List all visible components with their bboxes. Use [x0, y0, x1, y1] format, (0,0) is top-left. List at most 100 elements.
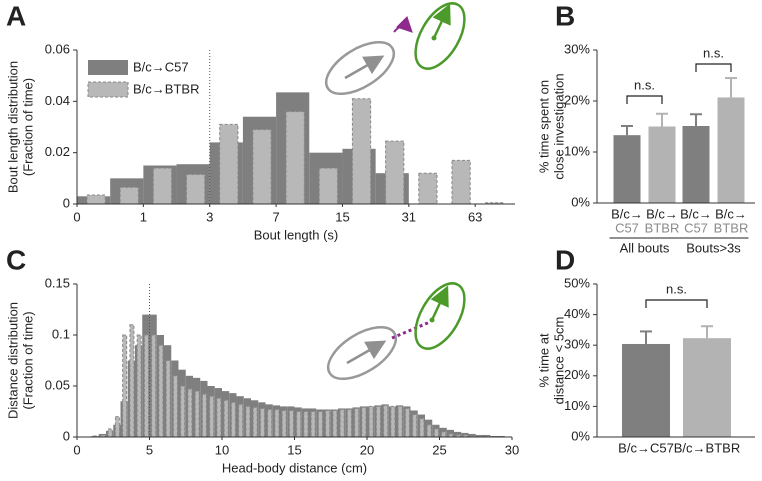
- panel-label: B: [555, 0, 575, 31]
- significance-bracket: [626, 95, 663, 104]
- legend-label: B/c→C57: [133, 59, 189, 74]
- histogram-bar: [285, 111, 305, 205]
- histogram-bar: [368, 405, 374, 438]
- histogram-bar: [455, 434, 461, 438]
- histogram-bar: [325, 409, 331, 438]
- x-tick-label: B/c→: [715, 206, 747, 221]
- y-tick-label: 0.04: [45, 93, 70, 108]
- y-tick-label: 20%: [564, 367, 590, 382]
- histogram-bar: [385, 140, 405, 205]
- x-tick-label: 3: [206, 209, 213, 224]
- histogram-bar: [462, 434, 468, 438]
- y-tick-label: 50%: [564, 275, 590, 290]
- legend-swatch: [88, 60, 128, 75]
- histogram-bar: [252, 129, 272, 205]
- histogram-bar: [433, 428, 439, 438]
- histogram-bar: [119, 186, 139, 205]
- x-tick-label: 1: [140, 209, 147, 224]
- histogram-bar: [339, 408, 345, 438]
- histogram-bar: [454, 431, 462, 437]
- histogram-bar: [397, 405, 403, 438]
- bar: [613, 135, 641, 203]
- y-tick-label: 10%: [564, 398, 590, 413]
- bar: [682, 125, 710, 203]
- histogram-bar: [152, 167, 173, 205]
- x-tick-label: 0: [73, 209, 80, 224]
- histogram-bar: [375, 405, 381, 438]
- x-tick-label: B/c→C57: [618, 440, 674, 455]
- x-tick-label: 20: [360, 442, 374, 457]
- histogram-bar: [165, 360, 171, 438]
- mouse-diagram-a: [324, 2, 466, 96]
- histogram-bar: [136, 334, 142, 438]
- y-tick-label: 0.02: [45, 144, 70, 159]
- x-tick-label: BTBR: [714, 220, 749, 235]
- histogram-bar: [412, 414, 418, 438]
- histogram-bar: [303, 411, 309, 438]
- histogram-bar: [468, 433, 476, 437]
- histogram-bar: [219, 123, 239, 205]
- histogram-bar: [172, 375, 178, 438]
- histogram-bar: [100, 434, 106, 438]
- x-tick-label: B/c→: [680, 206, 712, 221]
- y-tick-label: 30%: [564, 41, 590, 56]
- histogram-bar: [441, 431, 447, 438]
- y-tick-label: 0: [63, 428, 70, 443]
- significance-bracket: [695, 63, 732, 72]
- histogram-bar: [404, 407, 410, 438]
- histogram-bar: [129, 324, 135, 438]
- bar: [622, 343, 670, 437]
- histogram-bar: [223, 399, 229, 438]
- histogram-bar: [346, 408, 352, 438]
- panel-label: C: [6, 244, 26, 275]
- significance-label: n.s.: [666, 281, 687, 296]
- legend-swatch: [87, 81, 129, 98]
- histogram-bar: [383, 404, 389, 438]
- histogram-bar: [107, 428, 113, 438]
- x-tick-label: 63: [468, 209, 482, 224]
- histogram-bar: [274, 408, 280, 438]
- histogram-bar: [390, 405, 396, 438]
- histogram-bar: [332, 409, 338, 438]
- significance-label: n.s.: [634, 77, 655, 92]
- histogram-bar: [180, 385, 186, 438]
- x-tick-label: B/c→: [646, 206, 678, 221]
- histogram-bar: [201, 393, 207, 438]
- y-axis-label: close investigation: [551, 73, 566, 179]
- y-axis-label: Bout length distribution: [5, 61, 20, 193]
- y-axis-label: % time at: [536, 333, 551, 388]
- y-axis-label: Distance distribution: [5, 302, 20, 419]
- histogram-bar: [426, 424, 432, 438]
- y-axis-label: (Fraction of time): [20, 78, 35, 176]
- histogram-bar: [194, 390, 200, 438]
- x-tick-label: B/c→BTBR: [674, 440, 740, 455]
- y-axis-label: distance < 5cm: [551, 317, 566, 405]
- histogram-bar: [216, 397, 222, 438]
- significance-bracket: [645, 299, 708, 308]
- x-axis-label: Bout length (s): [254, 227, 339, 242]
- mouse-diagram-c: [326, 282, 466, 381]
- histogram-bar: [114, 416, 120, 438]
- histogram-bar: [354, 407, 360, 438]
- histogram-bar: [245, 405, 251, 438]
- y-tick-label: 40%: [564, 306, 590, 321]
- x-tick-label: 5: [146, 442, 153, 457]
- histogram-bar: [288, 409, 294, 438]
- histogram-bar: [497, 435, 505, 437]
- histogram-bar: [230, 401, 236, 438]
- y-tick-label: 10%: [564, 143, 590, 158]
- histogram-bar: [361, 406, 367, 438]
- y-axis-label: (Fraction of time): [20, 311, 35, 409]
- histogram-bar: [158, 344, 164, 438]
- histogram-bar: [446, 429, 454, 437]
- histogram-bar: [310, 411, 316, 438]
- histogram-bar: [451, 159, 471, 205]
- y-axis-label: % time spent on: [536, 80, 551, 173]
- x-tick-label: 15: [287, 442, 301, 457]
- y-tick-label: 0: [63, 195, 70, 210]
- histogram-bar: [318, 167, 338, 205]
- histogram-bar: [187, 388, 193, 438]
- y-tick-label: 0.06: [45, 41, 70, 56]
- histogram-bar: [281, 409, 287, 438]
